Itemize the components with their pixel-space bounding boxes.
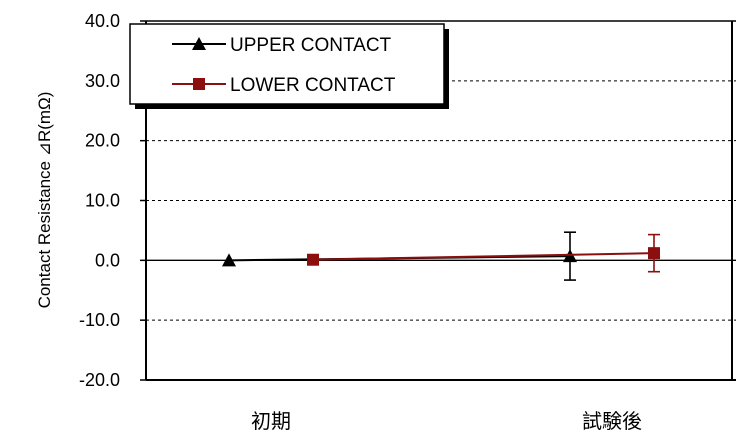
x-category-label: 初期: [251, 409, 291, 433]
y-axis-label: Contact Resistance ⊿R(mΩ): [35, 92, 54, 309]
legend-label: UPPER CONTACT: [230, 35, 392, 56]
legend-marker-triangle: [192, 37, 206, 50]
grid-lines: [146, 80, 736, 321]
legend-box: [129, 23, 445, 105]
y-tick-label: 30.0: [85, 71, 120, 91]
series-line: [312, 252, 655, 261]
y-tick-label: 20.0: [85, 131, 120, 151]
x-category-label: 試験後: [582, 409, 642, 433]
data-point-square: [648, 247, 660, 260]
data-point-triangle: [222, 253, 236, 267]
legend-label: LOWER CONTACT: [230, 75, 396, 96]
x-category-labels: 初期 試験後: [251, 409, 642, 433]
series-group: [222, 231, 660, 281]
y-tick-label: -20.0: [79, 370, 120, 390]
legend-marker-square: [193, 78, 205, 90]
y-tick-label: 0.0: [95, 250, 120, 270]
y-tick-label: 40.0: [85, 11, 120, 31]
legend: UPPER CONTACT LOWER CONTACT: [129, 23, 449, 109]
y-tick-labels: 40.0 30.0 20.0 10.0 0.0 -10.0 -20.0: [79, 11, 120, 390]
y-tick-label: -10.0: [79, 310, 120, 330]
data-point-square: [307, 253, 319, 266]
y-tick-label: 10.0: [85, 191, 120, 211]
